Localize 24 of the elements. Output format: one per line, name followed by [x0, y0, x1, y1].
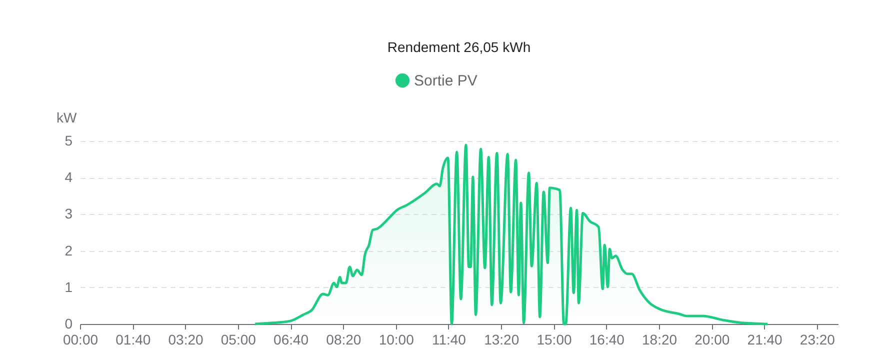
x-tick-label: 18:20 [642, 332, 678, 348]
x-tick-label: 08:20 [326, 332, 362, 348]
x-tick-label: 21:40 [747, 332, 783, 348]
x-tick-label: 11:40 [432, 332, 466, 348]
y-tick-label: 4 [64, 169, 73, 186]
x-tick-label: 10:00 [378, 332, 414, 348]
y-tick-label: 1 [64, 278, 73, 295]
x-tick-label: 23:20 [800, 332, 836, 348]
y-tick-label: 3 [64, 206, 73, 222]
y-tick-label: 0 [64, 316, 73, 332]
x-tick-label: 13:20 [484, 332, 520, 348]
y-tick-label: 2 [64, 242, 73, 258]
x-tick-label: 16:40 [589, 332, 625, 348]
x-tick-label: 20:00 [694, 332, 730, 348]
x-tick-label: 15:00 [536, 332, 572, 348]
x-tick-label: 03:20 [168, 332, 204, 348]
y-axis-title: kW [56, 110, 78, 126]
x-tick-label: 00:00 [62, 332, 98, 348]
legend-label: Sortie PV [414, 72, 478, 90]
y-tick-label: 5 [64, 132, 73, 148]
x-tick-label: 05:00 [220, 332, 256, 348]
chart-title: Rendement 26,05 kWh [387, 39, 531, 55]
x-tick-label: 01:40 [116, 332, 151, 348]
x-tick-label: 06:40 [274, 332, 309, 348]
